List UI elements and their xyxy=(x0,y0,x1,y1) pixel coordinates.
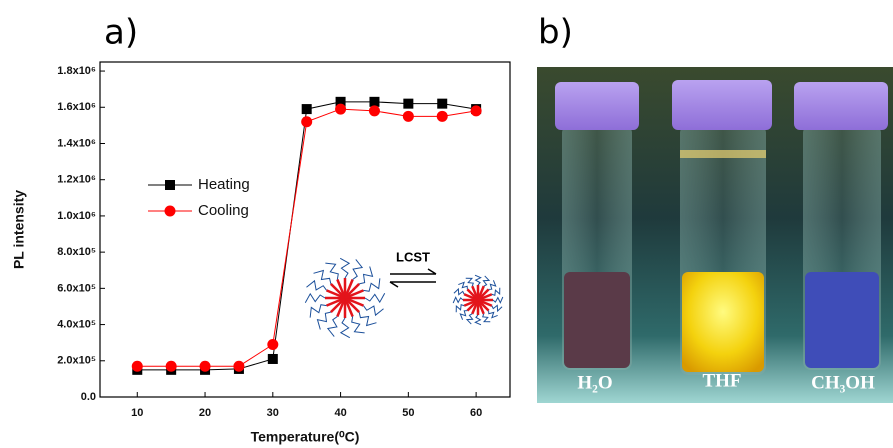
inset-chain xyxy=(489,280,496,289)
inset-chain xyxy=(454,289,464,295)
photo: H₂O THF CH₃OH xyxy=(537,67,893,403)
inset-chain xyxy=(466,278,474,286)
inset-chain xyxy=(493,297,503,303)
inset-chain xyxy=(353,259,363,279)
series-line xyxy=(137,102,476,370)
vial xyxy=(555,82,639,370)
y-tick-label: 4.0x10⁵ xyxy=(57,318,96,330)
data-point xyxy=(335,104,346,115)
inset-chain xyxy=(456,305,464,313)
vial-label: CH₃OH xyxy=(811,372,875,393)
x-axis-title: Temperature(⁰C) xyxy=(251,429,360,445)
data-point xyxy=(302,104,312,114)
data-point xyxy=(369,97,379,107)
x-tick-label: 60 xyxy=(470,407,482,419)
inset-chain xyxy=(489,311,498,318)
y-tick-label: 0.0 xyxy=(81,391,96,403)
y-axis-title: PL intensity xyxy=(11,190,27,269)
data-point xyxy=(267,339,278,350)
inset-chain xyxy=(310,305,326,318)
inset-chain xyxy=(475,275,481,285)
inset-chain xyxy=(328,316,338,336)
inset-chain xyxy=(363,306,383,316)
annotation: LCST xyxy=(396,249,430,264)
data-point xyxy=(437,111,448,122)
data-point xyxy=(437,99,447,109)
data-point xyxy=(403,99,413,109)
y-tick-label: 2.0x10⁵ xyxy=(57,355,96,367)
inset-chain xyxy=(306,281,326,291)
data-point xyxy=(301,116,312,127)
inset-chain xyxy=(492,288,500,296)
legend-marker xyxy=(165,206,176,217)
inset-chain xyxy=(365,293,385,302)
figure: a) b) H₂O THF CH₃OH LCST 0.0 2.0x10⁵ 4.0x1… xyxy=(0,0,893,448)
y-tick-label: 1.4x10⁶ xyxy=(57,137,96,149)
inset-chain xyxy=(492,305,502,311)
y-tick-label: 6.0x10⁵ xyxy=(57,282,96,294)
y-tick-label: 1.2x10⁶ xyxy=(57,174,96,186)
data-point xyxy=(132,361,143,372)
x-tick-label: 10 xyxy=(131,407,143,419)
series-line xyxy=(137,109,476,366)
inset-chain xyxy=(359,312,376,325)
inset-chain xyxy=(359,267,372,284)
inset-chain xyxy=(325,263,338,279)
inset-diagram: LCST xyxy=(305,249,503,337)
inset-chain xyxy=(317,312,330,329)
y-tick-label: 1.6x10⁶ xyxy=(57,101,96,113)
inset-chain xyxy=(460,311,467,320)
inset-chain xyxy=(458,282,467,289)
y-tick-label: 8.0x10⁵ xyxy=(57,246,96,258)
panel-label: a) xyxy=(104,13,138,53)
vial xyxy=(672,80,772,375)
data-point xyxy=(403,111,414,122)
panel-label: b) xyxy=(538,13,573,53)
inset-chain xyxy=(352,316,365,332)
data-point xyxy=(233,361,244,372)
data-point xyxy=(166,361,177,372)
x-tick-label: 20 xyxy=(199,407,211,419)
inset-chain xyxy=(453,297,463,303)
legend-label: Cooling xyxy=(198,202,249,219)
inset-chain xyxy=(475,315,481,325)
y-tick-label: 1.0x10⁶ xyxy=(57,210,96,222)
data-point xyxy=(268,354,278,364)
x-tick-label: 40 xyxy=(334,407,346,419)
legend-marker xyxy=(165,180,175,190)
data-point xyxy=(369,105,380,116)
data-point xyxy=(200,361,211,372)
inset-chain xyxy=(483,314,491,322)
y-tick-label: 1.8x10⁶ xyxy=(57,65,96,77)
inset-chain xyxy=(467,314,473,324)
vial-label: H₂O xyxy=(577,372,612,393)
inset-chain xyxy=(305,294,325,303)
inset-chain xyxy=(340,258,349,278)
x-tick-label: 30 xyxy=(267,407,279,419)
x-tick-label: 50 xyxy=(402,407,414,419)
inset-chain xyxy=(314,270,331,283)
vial-label: THF xyxy=(702,370,741,391)
inset-chain xyxy=(363,278,379,291)
inset-chain xyxy=(341,318,350,338)
inset-chain xyxy=(483,276,489,286)
legend-label: Heating xyxy=(198,176,250,193)
data-point xyxy=(471,105,482,116)
vial xyxy=(794,82,888,370)
